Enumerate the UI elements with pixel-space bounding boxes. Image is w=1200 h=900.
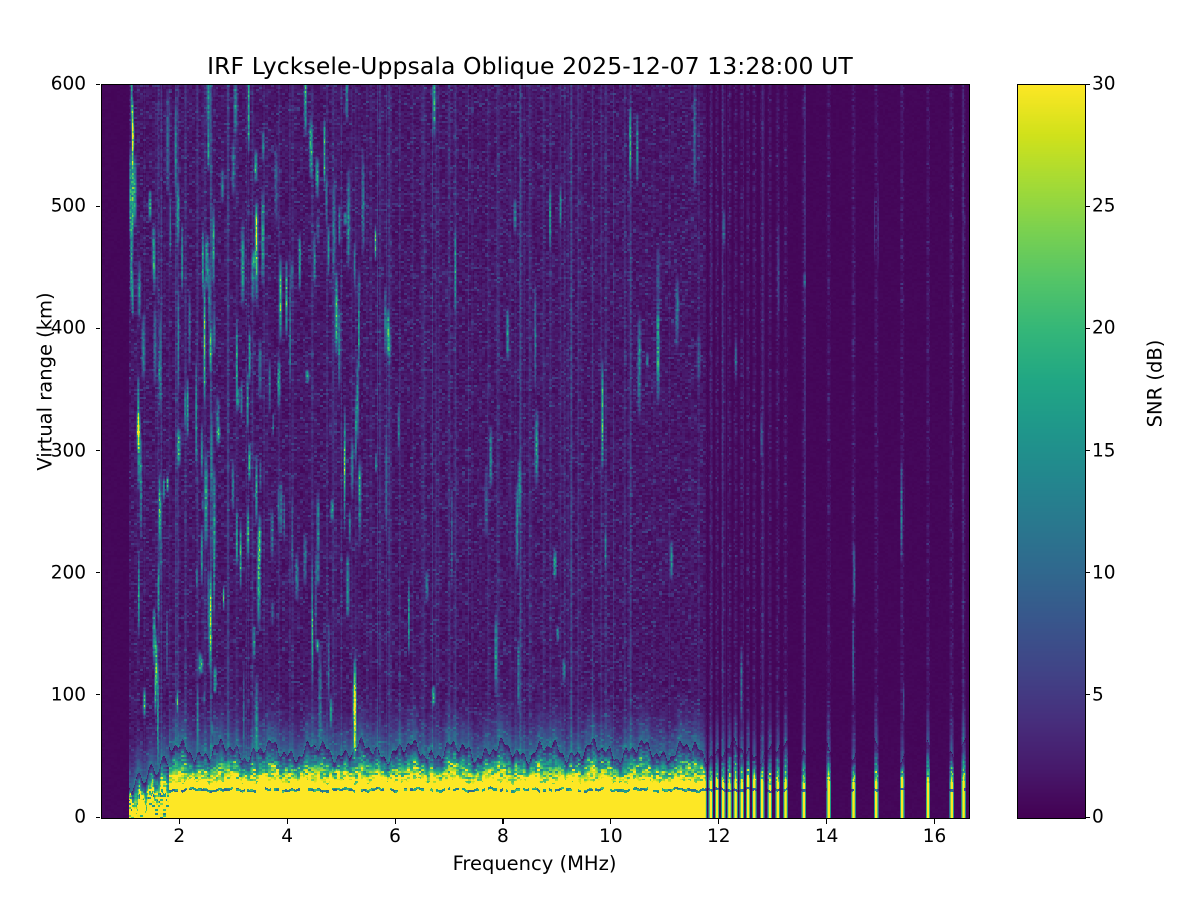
y-tick-label-200: 200 [50, 562, 86, 584]
y-tick-100 [95, 694, 100, 696]
colorbar-label: SNR (dB) [1143, 339, 1167, 428]
x-tick-label-6: 6 [389, 826, 401, 847]
x-tick-label-14: 14 [814, 826, 839, 847]
colorbar-tick-label-30: 30 [1092, 73, 1116, 95]
colorbar-tick-10 [1085, 572, 1090, 574]
x-tick-14 [826, 819, 828, 824]
x-tick-8 [502, 819, 504, 824]
x-tick-label-4: 4 [281, 826, 294, 847]
x-tick-4 [286, 819, 288, 824]
colorbar-gradient [1018, 85, 1085, 818]
x-tick-label-8: 8 [497, 826, 509, 847]
x-tick-label-12: 12 [706, 826, 731, 847]
y-tick-label-100: 100 [50, 684, 86, 706]
y-tick-200 [95, 572, 100, 574]
colorbar-tick-label-0: 0 [1092, 806, 1104, 828]
colorbar-tick-5 [1085, 694, 1090, 696]
colorbar-tick-label-5: 5 [1092, 684, 1104, 706]
x-tick-10 [610, 819, 612, 824]
colorbar-tick-30 [1085, 83, 1090, 85]
colorbar-tick-20 [1085, 327, 1090, 329]
x-tick-2 [178, 819, 180, 824]
x-tick-label-2: 2 [173, 826, 186, 847]
y-tick-300 [95, 450, 100, 452]
y-tick-400 [95, 327, 100, 329]
y-tick-label-300: 300 [50, 440, 86, 461]
x-tick-label-16: 16 [922, 826, 947, 847]
y-tick-label-400: 400 [50, 317, 86, 339]
colorbar-tick-0 [1085, 816, 1090, 818]
colorbar-tick-15 [1085, 450, 1090, 452]
colorbar-tick-label-10: 10 [1092, 562, 1116, 584]
y-tick-600 [95, 83, 100, 85]
x-axis-label: Frequency (MHz) [452, 852, 617, 875]
x-tick-12 [718, 819, 720, 824]
x-tick-6 [394, 819, 396, 824]
ionogram-plot-area[interactable] [101, 84, 970, 819]
snr-heatmap-canvas[interactable] [102, 85, 969, 818]
y-tick-0 [95, 816, 100, 818]
y-tick-label-500: 500 [50, 195, 86, 217]
y-tick-label-600: 600 [50, 73, 86, 95]
snr-colorbar[interactable] [1017, 84, 1086, 819]
figure-title-line-1: IRF Lycksele-Uppsala Oblique 2025-12-07 … [207, 52, 853, 81]
x-tick-16 [934, 819, 936, 824]
x-tick-label-10: 10 [599, 826, 623, 847]
colorbar-tick-25 [1085, 205, 1090, 207]
colorbar-tick-label-15: 15 [1092, 440, 1116, 461]
y-tick-500 [95, 205, 100, 207]
colorbar-tick-label-20: 20 [1092, 317, 1116, 339]
colorbar-tick-label-25: 25 [1092, 195, 1116, 217]
y-tick-label-0: 0 [74, 806, 86, 828]
